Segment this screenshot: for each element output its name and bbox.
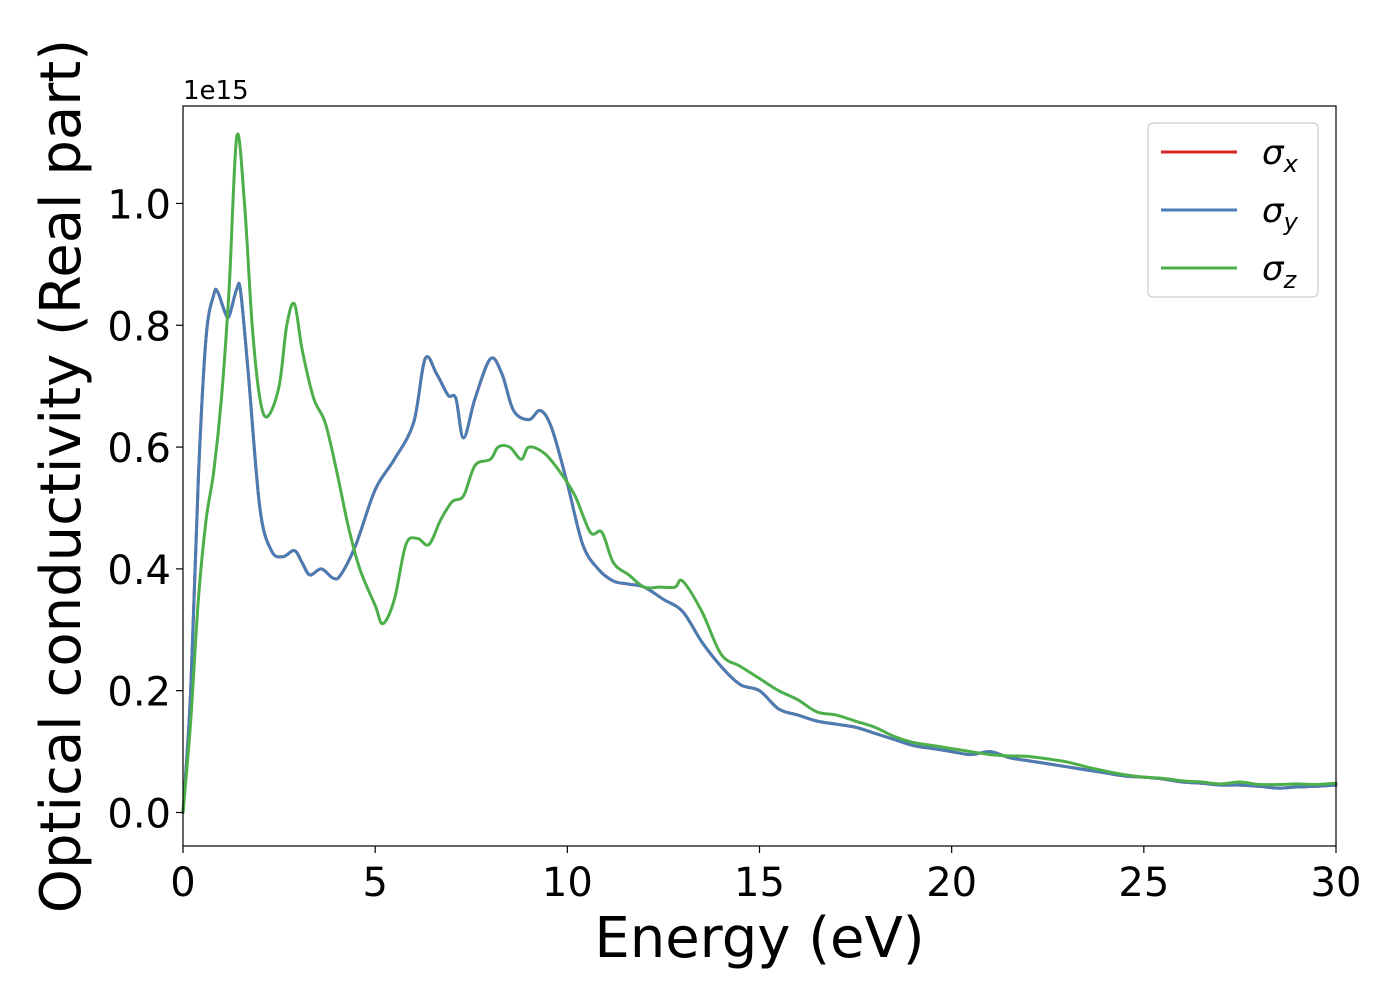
x-tick-label: 20: [926, 860, 977, 906]
y-tick-label: 0.8: [107, 304, 171, 350]
legend-label-x: σx: [1262, 133, 1299, 178]
legend-label-base: σ: [1262, 133, 1285, 173]
x-tick-label: 10: [542, 860, 593, 906]
legend-label-y: σy: [1262, 191, 1299, 236]
series-layer: [181, 132, 1338, 814]
y-axis-title: Optical conductivity (Real part): [29, 39, 94, 913]
legend-label-subscript: x: [1283, 150, 1299, 178]
y-tick-label: 0.0: [107, 792, 171, 838]
legend-label-subscript: z: [1283, 266, 1298, 294]
x-tick-label: 0: [170, 860, 195, 906]
y-tick-label: 0.4: [107, 548, 171, 594]
legend-label-z: σz: [1262, 249, 1298, 294]
x-tick-label: 25: [1118, 860, 1169, 906]
legend-label-base: σ: [1262, 191, 1285, 231]
y-tick-label: 1.0: [107, 182, 171, 228]
x-axis-title: Energy (eV): [594, 906, 924, 971]
x-axis-ticks: 0 5 10 15 20 25 30: [170, 846, 1361, 906]
x-tick-label: 30: [1311, 860, 1362, 906]
series-line-y: [181, 281, 1338, 814]
legend-label-subscript: y: [1283, 208, 1299, 236]
series-line-z: [181, 132, 1338, 814]
y-offset-label: 1e15: [183, 76, 249, 106]
x-tick-label: 15: [734, 860, 785, 906]
legend-label-base: σ: [1262, 249, 1285, 289]
y-axis-ticks: 0.0 0.2 0.4 0.6 0.8 1.0: [107, 182, 183, 838]
y-tick-label: 0.6: [107, 426, 171, 472]
y-tick-label: 0.2: [107, 670, 171, 716]
x-tick-label: 5: [362, 860, 387, 906]
